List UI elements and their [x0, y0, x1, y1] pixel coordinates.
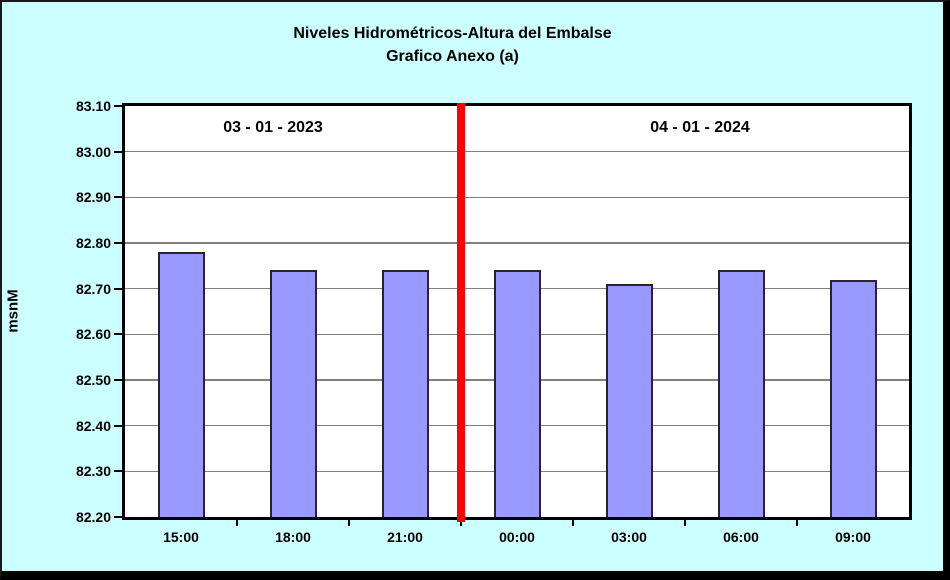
chart-title-block: Niveles Hidrométricos-Altura del Embalse…	[0, 22, 905, 68]
y-tick	[114, 333, 122, 336]
section-label-right: 04 - 01 - 2024	[650, 119, 750, 136]
x-tick	[684, 520, 686, 526]
x-tick-label: 15:00	[163, 529, 199, 545]
y-tick-label: 82.90	[75, 189, 111, 206]
date-separator-line	[457, 103, 465, 522]
y-tick-label: 82.40	[75, 417, 111, 434]
y-tick	[114, 424, 122, 427]
chart-title: Niveles Hidrométricos-Altura del Embalse	[293, 25, 612, 42]
x-tick-label: 09:00	[835, 529, 871, 545]
y-tick-label: 83.00	[75, 143, 111, 160]
y-tick	[114, 242, 122, 244]
chart-subtitle: Grafico Anexo (a)	[386, 48, 519, 65]
y-tick-label: 82.50	[75, 372, 111, 388]
bar	[381, 270, 429, 517]
y-axis-title: msnM	[4, 289, 22, 333]
x-tick	[796, 520, 798, 526]
bar	[269, 270, 317, 517]
y-tick	[114, 287, 122, 290]
bar	[493, 270, 541, 517]
bar	[605, 284, 653, 517]
y-tick	[114, 150, 122, 153]
plot-area: 03 - 01 - 2023 04 - 01 - 2024 83.10 83.00…	[76, 98, 912, 545]
x-tick-label: 18:00	[275, 529, 311, 545]
x-tick-label: 00:00	[499, 529, 535, 545]
x-tick	[236, 520, 238, 526]
x-tick-label: 03:00	[611, 529, 647, 545]
y-tick-label: 82.80	[75, 235, 111, 251]
y-tick	[114, 379, 122, 381]
section-label-left: 03 - 01 - 2023	[223, 119, 323, 136]
gridline	[125, 196, 909, 199]
y-tick-label: 82.30	[75, 463, 111, 480]
y-tick	[114, 516, 122, 518]
bar	[717, 270, 765, 517]
y-tick-label: 82.60	[75, 326, 111, 343]
y-tick-label: 82.20	[75, 509, 111, 525]
y-tick-label: 82.70	[75, 280, 111, 297]
y-tick	[114, 196, 122, 199]
y-tick	[114, 470, 122, 473]
y-tick	[114, 105, 122, 107]
bar	[157, 252, 205, 517]
gridline	[125, 150, 909, 153]
x-tick	[348, 520, 350, 526]
y-tick-label: 83.10	[75, 98, 111, 114]
bar	[829, 279, 877, 517]
x-tick	[572, 520, 574, 526]
x-tick-label: 21:00	[387, 529, 423, 545]
x-tick-label: 06:00	[723, 529, 759, 545]
gridline	[125, 242, 909, 244]
x-tick	[460, 520, 462, 526]
